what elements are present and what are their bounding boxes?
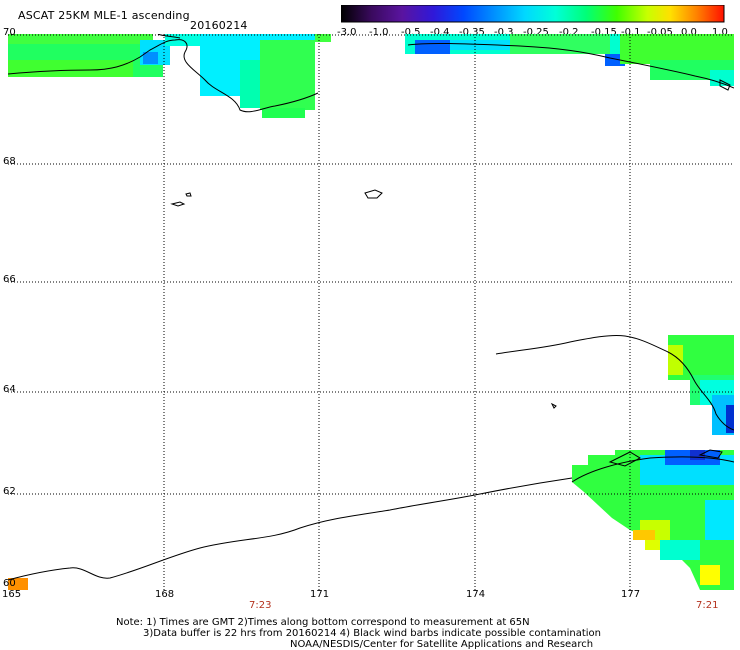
colorbar-tick: 1.0 xyxy=(712,27,728,38)
lat-label-70: 70 xyxy=(3,27,16,38)
colorbar-gradient xyxy=(340,4,725,23)
lon-label-168: 168 xyxy=(155,589,175,600)
lat-label-68: 68 xyxy=(3,156,16,167)
time-label-right: 7:21 xyxy=(696,600,719,611)
map-date: 20160214 xyxy=(190,19,248,32)
colorbar-tick: -3.0 xyxy=(337,27,357,38)
lon-label-174: 174 xyxy=(466,589,486,600)
map-title: ASCAT 25KM MLE-1 ascending xyxy=(18,9,190,22)
lon-label-171: 171 xyxy=(310,589,330,600)
colorbar-tick: -0.05 xyxy=(647,27,673,38)
colorbar: -3.0 -1.0 -0.5 -0.4 -0.35 -0.3 -0.25 -0.… xyxy=(337,4,728,45)
colorbar-tick: 0.0 xyxy=(681,27,697,38)
graticule xyxy=(8,34,734,590)
colorbar-tick: -0.5 xyxy=(401,27,421,38)
lon-label-165: 165 xyxy=(2,589,22,600)
lat-label-66: 66 xyxy=(3,274,16,285)
lon-label-177: 177 xyxy=(621,589,641,600)
wind-data-patches xyxy=(8,34,734,590)
colorbar-tick: -1.0 xyxy=(369,27,389,38)
wind-map xyxy=(8,34,734,590)
lat-label-60: 60 xyxy=(3,578,16,589)
colorbar-tick: -0.15 xyxy=(591,27,617,38)
time-label-left: 7:23 xyxy=(249,600,272,611)
lat-label-64: 64 xyxy=(3,384,16,395)
note-line-2: 3)Data buffer is 22 hrs from 20160214 4)… xyxy=(143,628,601,639)
note-line-3: NOAA/NESDIS/Center for Satellite Applica… xyxy=(290,639,594,650)
colorbar-tick: -0.25 xyxy=(523,27,549,38)
note-line-1: Note: 1) Times are GMT 2)Times along bot… xyxy=(116,617,530,628)
colorbar-tick: -0.3 xyxy=(494,27,514,38)
coastline xyxy=(8,34,734,581)
colorbar-tick: -0.2 xyxy=(559,27,579,38)
colorbar-tick: -0.35 xyxy=(459,27,485,38)
colorbar-tick: -0.4 xyxy=(430,27,450,38)
colorbar-tick: -0.1 xyxy=(621,27,641,38)
lat-label-62: 62 xyxy=(3,486,16,497)
